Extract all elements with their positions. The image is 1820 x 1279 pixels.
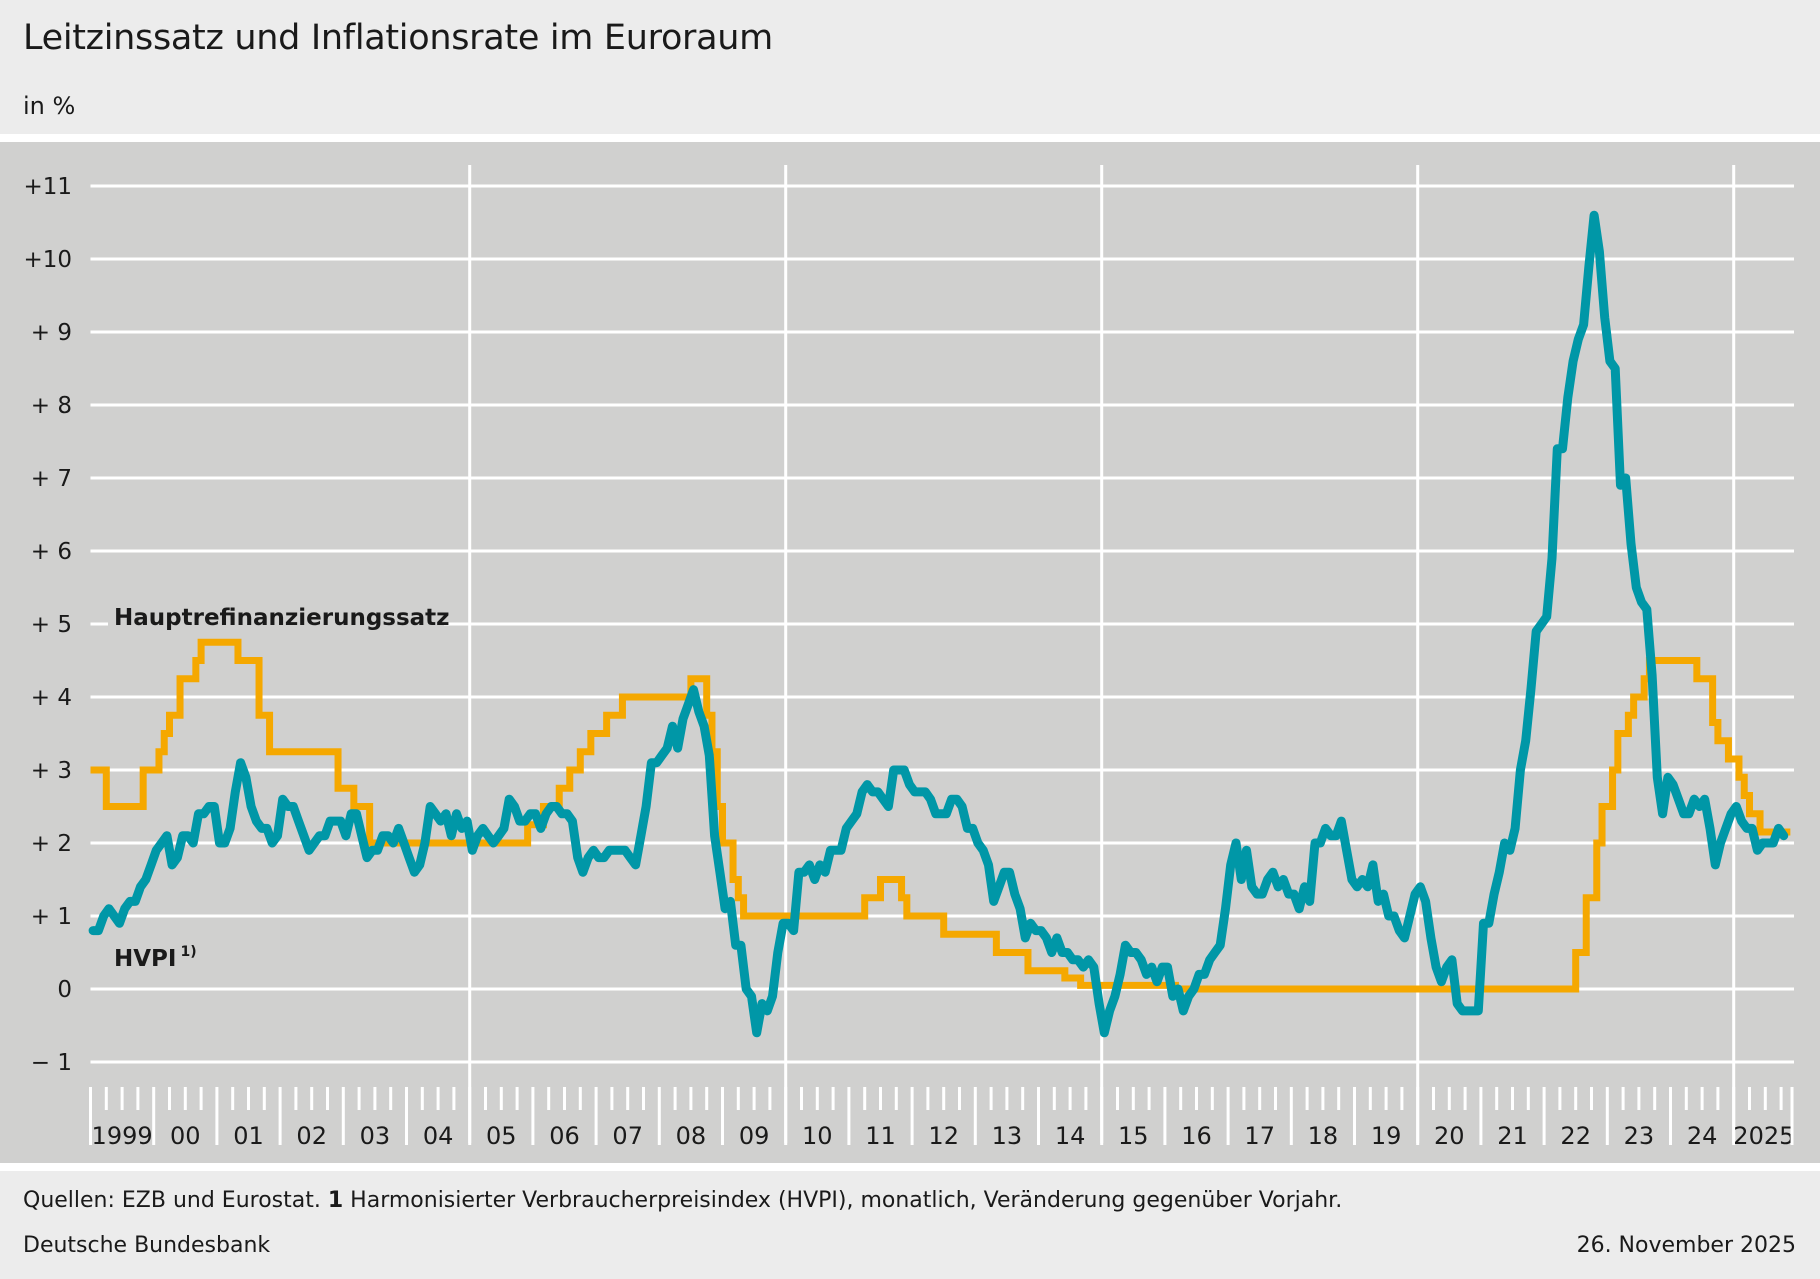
y-tick-label: + 9 [31, 320, 72, 346]
x-tick-label: 10 [802, 1122, 833, 1150]
footnote-marker: 1) [180, 944, 196, 960]
divider [0, 134, 1820, 142]
x-tick-label: 09 [739, 1122, 770, 1150]
x-tick-label: 03 [360, 1122, 391, 1150]
footnote-number: 1 [327, 1188, 344, 1213]
x-tick-label: 1999 [92, 1122, 153, 1150]
x-tick-label: 13 [992, 1122, 1023, 1150]
x-tick-label: 06 [549, 1122, 580, 1150]
footnote-text: Harmonisierter Verbraucherpreisindex (HV… [350, 1188, 1343, 1213]
x-tick-label: 14 [1055, 1122, 1086, 1150]
x-tick-label: 12 [928, 1122, 959, 1150]
series-line-rate [90, 638, 1791, 993]
chart-unit: in % [23, 92, 76, 120]
y-tick-label: + 3 [31, 758, 72, 784]
x-tick-label: 08 [676, 1122, 707, 1150]
series-label-rate: Hauptrefinanzierungssatz [114, 605, 450, 631]
y-tick-label: +11 [23, 174, 72, 200]
series-label-hicp-name: HVPI [114, 946, 176, 972]
y-tick-label: + 6 [31, 539, 72, 565]
x-tick-label: 05 [486, 1122, 517, 1150]
x-tick-label: 15 [1118, 1122, 1149, 1150]
y-tick-label: + 1 [31, 904, 72, 930]
y-tick-label: + 5 [31, 612, 72, 638]
divider [0, 1163, 1820, 1171]
x-tick-label: 16 [1181, 1122, 1212, 1150]
source-text: Quellen: EZB und Eurostat. [23, 1188, 321, 1213]
plot-background [0, 142, 1820, 1163]
x-tick-label: 02 [296, 1122, 327, 1150]
x-tick-label: 24 [1687, 1122, 1718, 1150]
x-tick-label: 11 [865, 1122, 896, 1150]
series-label-bg [108, 598, 444, 632]
y-tick-label: +10 [23, 247, 72, 273]
x-tick-label: 00 [170, 1122, 201, 1150]
footnote: Quellen: EZB und Eurostat. 1 Harmonisier… [23, 1188, 1342, 1213]
series-label-hicp: HVPI 1) [114, 944, 197, 972]
publication-date: 26. November 2025 [1576, 1233, 1796, 1258]
y-tick-label: + 8 [31, 393, 72, 419]
y-tick-label: − 1 [31, 1050, 72, 1076]
x-tick-label: 20 [1434, 1122, 1465, 1150]
x-tick-label: 23 [1624, 1122, 1655, 1150]
x-tick-label: 01 [233, 1122, 264, 1150]
series-line-hicp [88, 210, 1789, 1038]
x-tick-label: 07 [612, 1122, 643, 1150]
x-tick-label: 19 [1371, 1122, 1402, 1150]
publisher: Deutsche Bundesbank [23, 1233, 271, 1258]
x-tick-label: 21 [1497, 1122, 1528, 1150]
x-tick-label: 04 [423, 1122, 454, 1150]
x-tick-label: 18 [1308, 1122, 1339, 1150]
y-tick-label: 0 [57, 977, 72, 1003]
x-tick-label: 22 [1560, 1122, 1591, 1150]
y-tick-label: + 7 [31, 466, 72, 492]
x-tick-label: 2025 [1733, 1122, 1794, 1150]
x-tick-label: 17 [1244, 1122, 1275, 1150]
y-tick-label: + 2 [31, 831, 72, 857]
chart-title: Leitzinssatz und Inflationsrate im Euror… [23, 18, 773, 58]
y-tick-label: + 4 [31, 685, 72, 711]
